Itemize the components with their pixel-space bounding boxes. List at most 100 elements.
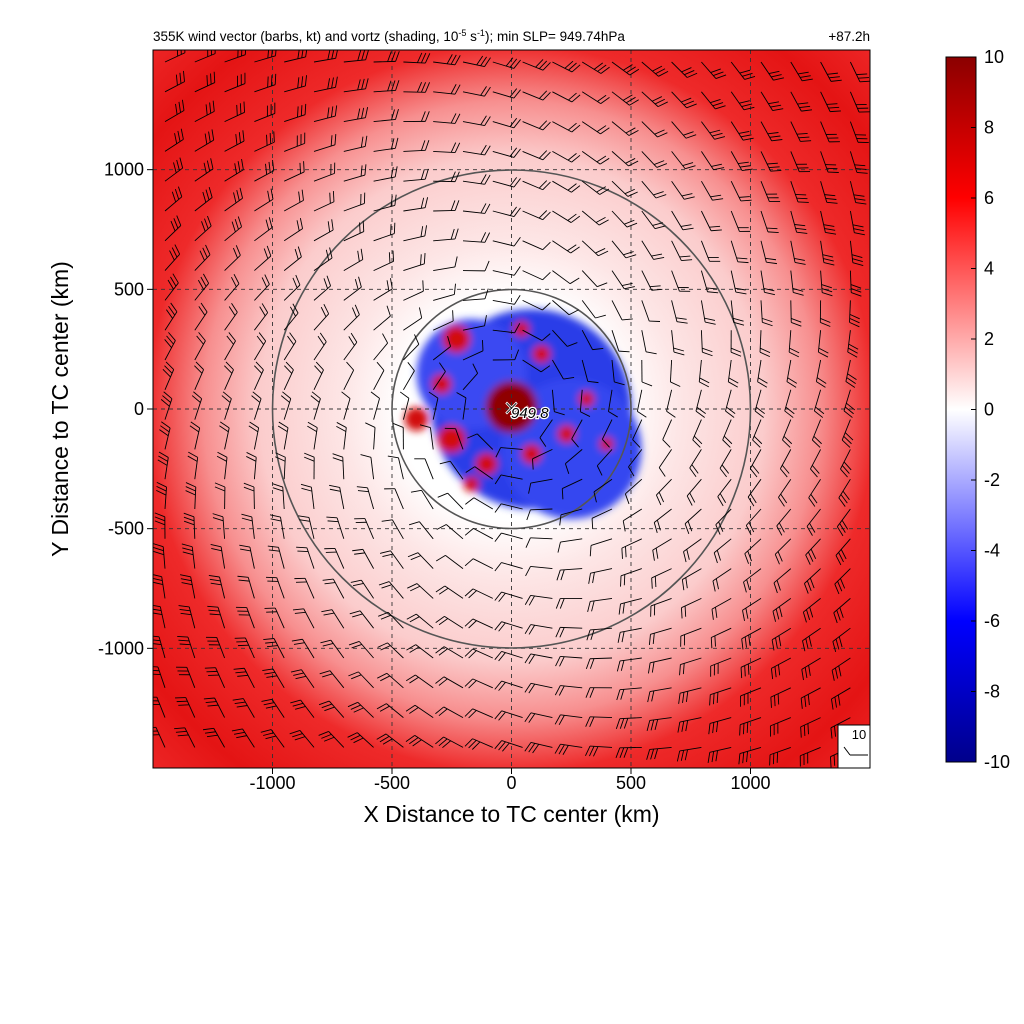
wind-barb [652,538,672,561]
wind-barb [373,137,399,152]
wind-barb [343,276,362,301]
wind-barb [433,283,456,301]
wind-barb [343,332,358,361]
wind-barb [494,591,523,602]
wind-barb [790,181,809,203]
wind-barb [254,303,269,331]
wind-barb [181,543,196,569]
wind-barb [264,607,285,629]
wind-barb [462,363,479,391]
wind-barb [341,391,351,420]
wind-barb [725,389,736,418]
wind-barb [581,359,599,384]
wind-barb [611,330,630,353]
wind-barb [292,608,315,629]
wind-barb [456,392,467,420]
wind-barb [769,746,791,766]
wind-barb [719,449,732,478]
wind-barb [298,515,315,539]
wind-barb [407,583,434,599]
wind-barb [283,218,303,242]
wind-barb [343,78,369,93]
wind-barb [744,538,762,564]
wind-barb [373,333,389,361]
wind-barb [373,361,385,391]
wind-barb [849,151,868,174]
wind-barb [715,508,732,535]
wind-barb [237,575,255,599]
wind-barb [662,419,673,448]
wind-barb [701,61,727,79]
wind-barb [695,389,706,418]
wind-barb [494,503,523,513]
wind-barb [730,121,754,141]
wind-barb [707,746,732,764]
wind-barb [554,743,583,755]
wind-barb [164,70,185,93]
wind-barb [522,359,551,373]
wind-barb [435,585,464,599]
wind-barb [444,427,464,450]
wind-barb [555,626,583,638]
wind-barb [581,210,609,226]
wind-barb [581,240,609,257]
wind-barb [790,210,808,234]
wind-barb [160,391,173,420]
wind-barb [435,615,464,629]
wind-barb [492,57,521,69]
wind-barb [522,299,551,311]
wind-barb [492,147,521,158]
wind-barb [313,219,334,242]
wind-barb [552,240,580,254]
wind-barb [373,51,400,63]
wind-barb [280,391,292,420]
wind-barb [581,300,606,319]
wind-barb [464,527,494,540]
wind-barb [224,216,242,242]
wind-barb [462,340,484,361]
wind-barb [556,568,583,581]
wind-barb [162,361,175,390]
colorbar-tick-label: -8 [984,682,1000,702]
colorbar-tick-label: 0 [984,400,994,420]
wind-barb [552,151,581,163]
wind-barb [805,538,821,565]
wind-barb [760,300,773,327]
wind-barb [153,666,166,688]
wind-barb [433,84,461,95]
wind-barb [552,121,581,133]
wind-barb [522,240,551,251]
colorbar-ticks: 10 8 6 4 2 0 -2 -4 -6 -8 -10 [971,47,1010,772]
wind-barb [373,250,395,272]
wind-barb [403,334,420,361]
wind-barb [539,419,553,447]
wind-barb [843,389,856,418]
plot-area [153,50,870,768]
wind-barb [666,389,676,418]
wind-barb [283,303,299,331]
wind-barb [492,206,521,218]
y-tick-label: 1000 [104,160,144,180]
wind-barb [159,421,171,450]
wind-barb [730,330,742,357]
wind-barb [681,597,702,619]
wind-barb [552,60,581,73]
wind-barb [671,300,688,324]
wind-barb [701,151,725,171]
wind-barb [676,746,702,762]
wind-barb [267,545,285,569]
wind-barb [492,266,521,276]
wind-barb [747,478,762,507]
wind-barb [717,478,732,507]
wind-barb [406,644,434,659]
wind-barb [522,120,551,131]
wind-barb [435,676,464,689]
wind-barb [646,717,672,731]
wind-barb [611,300,633,321]
wind-barb [591,508,613,530]
wind-barb [671,210,694,231]
wind-barb [760,121,783,142]
wind-barb [820,210,837,235]
wind-barb [347,732,374,748]
wind-barb [191,391,203,420]
